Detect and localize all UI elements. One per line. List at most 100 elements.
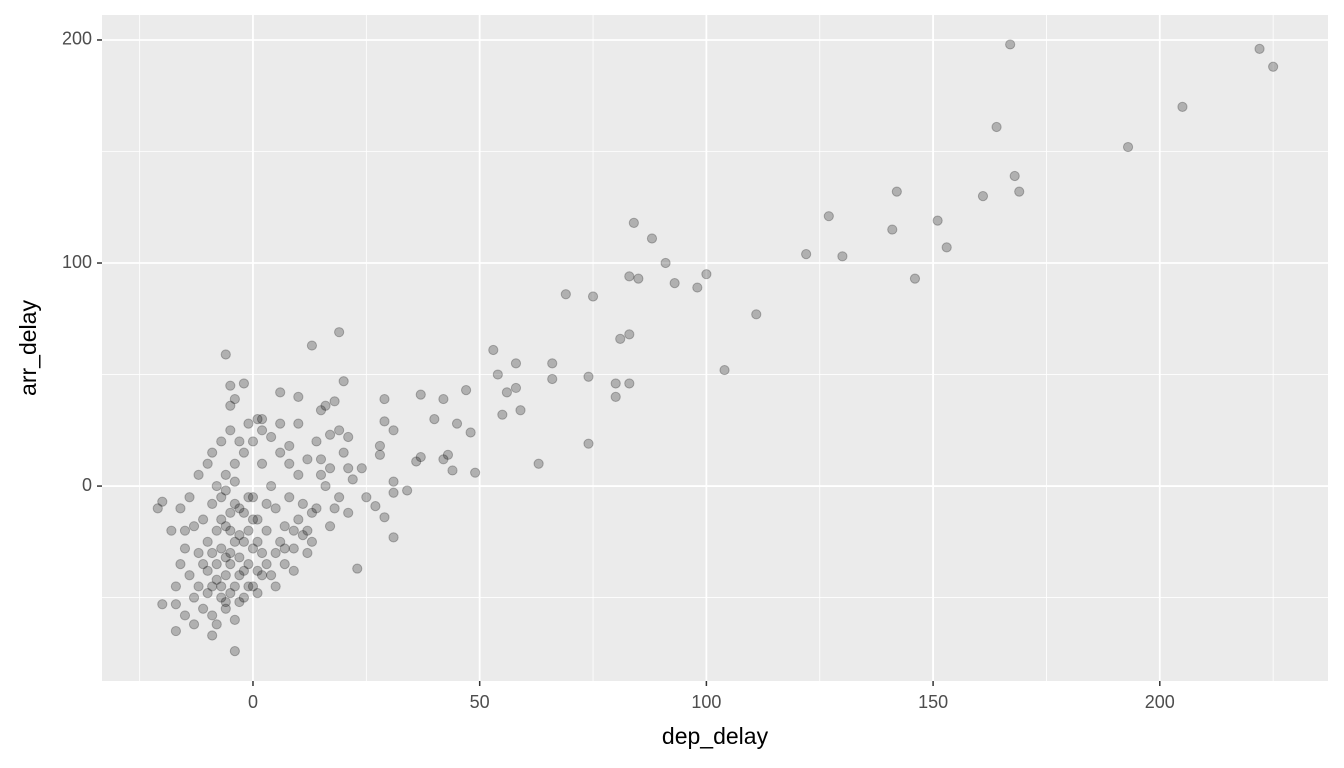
point <box>270 581 281 592</box>
point <box>324 463 336 474</box>
point <box>370 501 381 512</box>
point <box>261 559 272 570</box>
point <box>256 425 268 436</box>
point <box>225 507 236 518</box>
point <box>170 581 182 592</box>
point <box>329 503 340 514</box>
point <box>284 440 295 452</box>
point <box>324 429 336 440</box>
point <box>1009 170 1020 182</box>
point <box>220 521 231 532</box>
point <box>202 588 213 599</box>
point <box>470 467 481 478</box>
point <box>1177 101 1188 112</box>
point <box>275 536 286 547</box>
point <box>510 358 522 369</box>
point <box>388 425 399 436</box>
point <box>451 418 463 429</box>
point <box>211 559 222 570</box>
point <box>238 378 250 389</box>
point <box>216 543 227 554</box>
y-tick-label: 200 <box>62 29 92 49</box>
point <box>297 498 308 510</box>
point <box>188 592 200 603</box>
point <box>238 447 250 458</box>
point <box>510 382 522 394</box>
point <box>293 469 304 481</box>
point <box>334 425 345 436</box>
point <box>188 521 200 532</box>
point <box>225 588 236 599</box>
point <box>932 215 943 226</box>
point <box>1122 141 1134 153</box>
point <box>170 625 182 637</box>
point <box>288 525 299 536</box>
point <box>1268 61 1279 72</box>
point <box>615 333 626 344</box>
point <box>211 619 222 630</box>
point <box>465 427 476 438</box>
point <box>198 559 209 570</box>
point <box>243 525 254 536</box>
point <box>329 396 340 407</box>
point <box>266 431 277 443</box>
point <box>247 514 259 525</box>
point <box>207 498 218 510</box>
x-tick-label: 200 <box>1145 692 1175 712</box>
point <box>460 385 472 396</box>
point <box>909 273 921 284</box>
point <box>184 570 195 581</box>
point <box>302 525 313 536</box>
point <box>266 570 277 581</box>
point <box>719 364 730 376</box>
point <box>157 496 168 507</box>
point <box>334 492 345 503</box>
point <box>275 447 286 458</box>
point <box>379 416 390 427</box>
point <box>275 387 286 398</box>
point <box>220 570 231 581</box>
point <box>891 186 902 197</box>
point <box>207 581 218 592</box>
point <box>238 536 250 547</box>
point <box>660 257 671 269</box>
point <box>388 487 399 498</box>
point <box>216 436 227 447</box>
point <box>266 480 277 492</box>
point <box>379 393 390 405</box>
point <box>216 514 227 525</box>
x-axis-title: dep_delay <box>662 723 769 749</box>
point <box>234 552 245 563</box>
point <box>374 449 386 460</box>
point <box>229 393 240 405</box>
point <box>701 269 712 280</box>
point <box>438 393 449 405</box>
point <box>256 414 268 425</box>
point <box>624 271 635 282</box>
point <box>229 476 240 487</box>
point <box>297 530 308 541</box>
point <box>220 349 231 360</box>
point <box>388 532 399 543</box>
point <box>306 507 318 518</box>
point <box>306 536 318 547</box>
point <box>293 514 304 525</box>
x-tick-label: 50 <box>470 692 490 712</box>
point <box>497 409 508 420</box>
point <box>837 251 848 262</box>
point <box>216 581 227 592</box>
point <box>220 485 231 496</box>
point <box>311 503 322 514</box>
point <box>1254 43 1265 55</box>
point <box>252 514 263 525</box>
y-tick-label: 0 <box>82 475 92 495</box>
point <box>991 121 1002 133</box>
point <box>216 592 227 603</box>
point <box>261 498 272 510</box>
point <box>193 469 204 481</box>
point <box>234 436 245 447</box>
point <box>207 547 218 559</box>
point <box>220 596 231 608</box>
point <box>941 242 952 253</box>
point <box>166 525 177 536</box>
